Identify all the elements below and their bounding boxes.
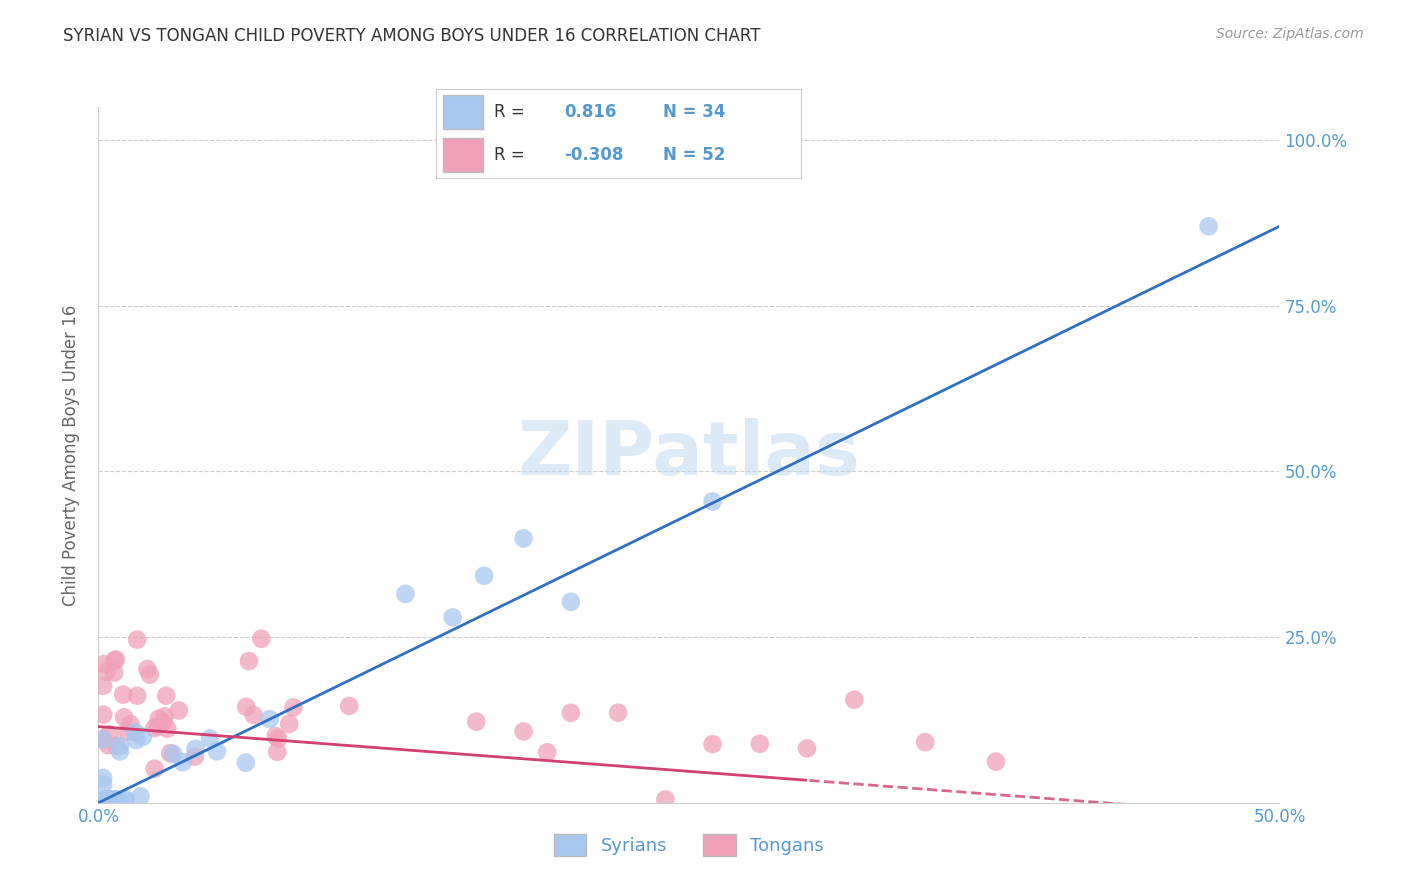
- Point: [104, 792, 127, 806]
- Point: [115, 792, 138, 806]
- Point: [155, 689, 177, 703]
- Point: [472, 568, 495, 582]
- Point: [98, 792, 121, 806]
- Point: [560, 595, 582, 609]
- Point: [796, 741, 818, 756]
- Point: [91, 732, 114, 747]
- Text: Source: ZipAtlas.com: Source: ZipAtlas.com: [1216, 27, 1364, 41]
- Point: [162, 747, 184, 761]
- Point: [91, 731, 114, 746]
- Point: [124, 725, 146, 739]
- Point: [394, 587, 416, 601]
- Point: [97, 738, 120, 752]
- Point: [512, 724, 534, 739]
- Point: [96, 665, 118, 679]
- Point: [283, 700, 305, 714]
- Point: [337, 698, 360, 713]
- Point: [235, 756, 257, 770]
- Point: [94, 792, 117, 806]
- Point: [465, 714, 488, 729]
- Point: [264, 729, 287, 743]
- FancyBboxPatch shape: [443, 138, 484, 172]
- Legend: Syrians, Tongans: Syrians, Tongans: [547, 827, 831, 863]
- Point: [184, 741, 207, 756]
- Point: [242, 708, 264, 723]
- Point: [91, 771, 114, 785]
- Point: [235, 699, 257, 714]
- Point: [914, 735, 936, 749]
- Point: [143, 762, 166, 776]
- Text: ZIPatlas: ZIPatlas: [517, 418, 860, 491]
- Text: -0.308: -0.308: [564, 146, 623, 164]
- Text: SYRIAN VS TONGAN CHILD POVERTY AMONG BOYS UNDER 16 CORRELATION CHART: SYRIAN VS TONGAN CHILD POVERTY AMONG BOY…: [63, 27, 761, 45]
- Point: [512, 532, 534, 546]
- Point: [607, 706, 630, 720]
- Point: [167, 704, 190, 718]
- Point: [136, 662, 159, 676]
- Point: [139, 667, 162, 681]
- Point: [105, 792, 128, 806]
- Point: [156, 722, 179, 736]
- Point: [127, 689, 149, 703]
- Point: [107, 792, 129, 806]
- Text: R =: R =: [495, 103, 524, 121]
- Point: [112, 710, 135, 724]
- Text: N = 34: N = 34: [662, 103, 725, 121]
- Point: [91, 778, 114, 792]
- Point: [238, 654, 260, 668]
- Point: [159, 746, 181, 760]
- Point: [205, 744, 228, 758]
- Point: [98, 792, 121, 806]
- Point: [98, 727, 121, 741]
- Point: [129, 789, 152, 804]
- Point: [125, 632, 148, 647]
- Point: [267, 731, 290, 746]
- Point: [101, 792, 124, 806]
- Point: [153, 709, 176, 723]
- Point: [115, 724, 138, 739]
- Point: [278, 717, 301, 731]
- Point: [748, 737, 770, 751]
- Point: [93, 657, 115, 672]
- Point: [702, 494, 724, 508]
- FancyBboxPatch shape: [443, 95, 484, 129]
- Point: [105, 652, 128, 666]
- Point: [536, 745, 558, 759]
- Point: [441, 610, 464, 624]
- Point: [143, 721, 166, 735]
- Point: [184, 749, 207, 764]
- Point: [112, 688, 135, 702]
- Point: [266, 745, 288, 759]
- Point: [560, 706, 582, 720]
- Point: [108, 739, 131, 753]
- Point: [250, 632, 273, 646]
- Y-axis label: Child Poverty Among Boys Under 16: Child Poverty Among Boys Under 16: [62, 304, 80, 606]
- Point: [259, 712, 281, 726]
- Point: [108, 745, 131, 759]
- Point: [103, 654, 125, 668]
- Point: [146, 719, 169, 733]
- Point: [125, 733, 148, 747]
- Point: [103, 665, 125, 680]
- Point: [148, 712, 170, 726]
- Point: [702, 737, 724, 751]
- Point: [114, 792, 136, 806]
- Point: [91, 679, 114, 693]
- Point: [984, 755, 1007, 769]
- Point: [100, 792, 122, 806]
- Point: [152, 715, 174, 730]
- Point: [94, 792, 117, 806]
- Point: [120, 717, 142, 731]
- Text: 0.816: 0.816: [564, 103, 616, 121]
- Text: N = 52: N = 52: [662, 146, 725, 164]
- Point: [172, 755, 194, 769]
- Point: [654, 792, 676, 806]
- Point: [1198, 219, 1220, 234]
- Point: [91, 707, 114, 722]
- Point: [105, 739, 128, 753]
- Text: R =: R =: [495, 146, 524, 164]
- Point: [132, 730, 155, 744]
- Point: [844, 692, 866, 706]
- Point: [198, 731, 221, 746]
